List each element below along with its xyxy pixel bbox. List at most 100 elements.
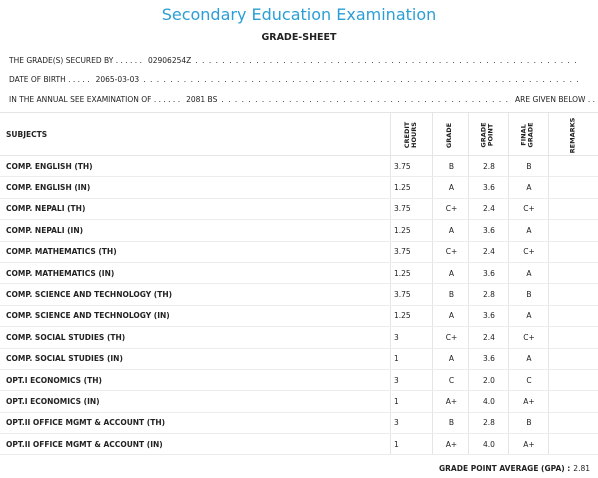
credit-hours-cell: 1.25: [394, 311, 411, 321]
table-row: COMP. SCIENCE AND TECHNOLOGY (TH) 3.75 B 2.…: [0, 284, 598, 306]
grade-point-cell: 4.0: [483, 396, 495, 406]
table-row: COMP. SOCIAL STUDIES (IN) 1 A 3.6 A: [0, 349, 598, 370]
table-row: COMP. ENGLISH (IN) 1.25 A 3.6 A: [0, 177, 598, 199]
col-remarks: REMARKS: [568, 117, 577, 153]
subject-cell: COMP. ENGLISH (IN): [6, 183, 91, 193]
credit-hours-cell: 1.25: [394, 225, 411, 235]
final-grade-cell: A: [526, 268, 532, 278]
grade-cell: A: [448, 311, 455, 321]
grade-point-cell: 3.6: [483, 183, 495, 193]
grade-cell: B: [448, 418, 455, 428]
table-row: COMP. SCIENCE AND TECHNOLOGY (IN) 1.25 A 3.…: [0, 306, 598, 328]
credit-hours-cell: 1.25: [394, 268, 411, 278]
table-row: COMP. NEPALI (IN) 1.25 A 3.6 A: [0, 220, 598, 242]
grade-cell: A: [448, 354, 455, 364]
gpa-label: GRADE POINT AVERAGE (GPA) :: [439, 464, 571, 473]
grade-cell: A+: [445, 439, 458, 449]
grade-point-cell: 2.4: [483, 204, 495, 214]
exam-suffix: ARE GIVEN BELOW . . .: [514, 95, 598, 104]
grade-point-cell: 2.0: [483, 375, 495, 385]
final-grade-cell: A: [526, 311, 532, 321]
table-row: COMP. MATHEMATICS (TH) 3.75 C+ 2.4 C+: [0, 242, 598, 263]
table-row: COMP. NEPALI (TH) 3.75 C+ 2.4 C+: [0, 199, 598, 221]
col-credit-hours: CREDIT HOURS: [403, 121, 418, 149]
subject-cell: OPT.II OFFICE MGMT & ACCOUNT (TH): [6, 418, 166, 428]
table-body: COMP. ENGLISH (TH) 3.75 B 2.8 B COMP. ENGLISH…: [0, 156, 598, 456]
subject-cell: COMP. SCIENCE AND TECHNOLOGY (IN): [6, 311, 170, 321]
gpa-value: 2.81: [573, 464, 590, 473]
table-row: COMP. ENGLISH (TH) 3.75 B 2.8 B: [0, 156, 598, 178]
grade-sheet-heading: GRADE-SHEET: [261, 32, 337, 43]
final-grade-cell: C: [526, 375, 532, 385]
grade-cell: A: [448, 225, 455, 235]
credit-hours-cell: 3: [394, 332, 399, 342]
grade-point-cell: 3.6: [483, 268, 495, 278]
table-row: OPT.I ECONOMICS (IN) 1 A+ 4.0 A+: [0, 391, 598, 413]
symbol-label: THE GRADE(S) SECURED BY . . . . . .: [9, 56, 142, 65]
final-grade-cell: B: [526, 161, 532, 171]
grade-cell: C+: [445, 247, 458, 257]
subject-cell: COMP. SOCIAL STUDIES (TH): [6, 332, 126, 342]
col-subjects: SUBJECTS: [6, 130, 48, 139]
symbol-number-line: THE GRADE(S) SECURED BY . . . . . . 02906…: [9, 56, 578, 65]
final-grade-cell: A: [526, 225, 532, 235]
final-grade-cell: A+: [523, 439, 535, 449]
grade-point-cell: 3.6: [483, 225, 495, 235]
final-grade-cell: C+: [523, 332, 535, 342]
credit-hours-cell: 1.25: [394, 183, 411, 193]
grade-cell: C+: [445, 332, 458, 342]
grade-point-cell: 2.4: [483, 332, 495, 342]
subject-cell: COMP. SCIENCE AND TECHNOLOGY (TH): [6, 290, 173, 300]
dob-label: DATE OF BIRTH . . . . .: [9, 75, 90, 84]
credit-hours-cell: 3: [394, 418, 399, 428]
credit-hours-cell: 1: [394, 439, 399, 449]
subject-cell: COMP. ENGLISH (TH): [6, 161, 93, 171]
credit-hours-cell: 3: [394, 375, 399, 385]
exam-title: Secondary Education Examination: [161, 5, 437, 24]
col-grade: GRADE: [445, 122, 454, 148]
grade-point-cell: 3.6: [483, 354, 495, 364]
subject-cell: COMP. MATHEMATICS (TH): [6, 247, 117, 257]
grade-point-cell: 2.8: [483, 161, 495, 171]
table-header: SUBJECTS CREDIT HOURS GRADE GRADE POINT …: [0, 112, 598, 156]
symbol-value: 02906254Z: [147, 56, 192, 65]
grade-cell: C+: [445, 204, 458, 214]
table-row: OPT.II OFFICE MGMT & ACCOUNT (TH) 3 B 2.8 B: [0, 413, 598, 435]
subject-cell: COMP. MATHEMATICS (IN): [6, 268, 115, 278]
grade-cell: A+: [445, 396, 458, 406]
subject-cell: OPT.I ECONOMICS (TH): [6, 375, 102, 385]
table-row: OPT.I ECONOMICS (TH) 3 C 2.0 C: [0, 370, 598, 392]
grade-point-cell: 2.8: [483, 418, 495, 428]
grade-point-cell: 2.8: [483, 290, 495, 300]
grade-cell: A: [448, 183, 455, 193]
dob-line: DATE OF BIRTH . . . . . 2065-03-03. . . .…: [9, 75, 580, 84]
grade-point-cell: 3.6: [483, 311, 495, 321]
credit-hours-cell: 3.75: [394, 290, 411, 300]
subject-cell: OPT.II OFFICE MGMT & ACCOUNT (IN): [6, 439, 163, 449]
grade-cell: B: [448, 290, 455, 300]
col-grade-point: GRADE POINT: [480, 122, 495, 148]
subject-cell: COMP. NEPALI (TH): [6, 204, 86, 214]
exam-dots: . . . . . . . . . . . . . . . . . . . . …: [221, 95, 509, 104]
credit-hours-cell: 3.75: [394, 247, 411, 257]
grade-table: SUBJECTS CREDIT HOURS GRADE GRADE POINT …: [0, 112, 598, 456]
grade-point-cell: 2.4: [483, 247, 495, 257]
final-grade-cell: B: [526, 290, 532, 300]
symbol-dots: . . . . . . . . . . . . . . . . . . . . …: [195, 56, 578, 65]
exam-value: 2081 BS: [186, 95, 218, 104]
exam-label: IN THE ANNUAL SEE EXAMINATION OF . . . .…: [9, 95, 181, 104]
table-row: COMP. MATHEMATICS (IN) 1.25 A 3.6 A: [0, 263, 598, 285]
dob-value: 2065-03-03: [95, 75, 140, 84]
final-grade-cell: C+: [523, 204, 535, 214]
credit-hours-cell: 1: [394, 354, 399, 364]
grade-cell: C: [448, 375, 455, 385]
final-grade-cell: A+: [523, 396, 535, 406]
subject-cell: COMP. NEPALI (IN): [6, 225, 84, 235]
grade-cell: A: [448, 268, 455, 278]
table-row: OPT.II OFFICE MGMT & ACCOUNT (IN) 1 A+ 4.0 A…: [0, 434, 598, 456]
credit-hours-cell: 3.75: [394, 161, 411, 171]
final-grade-cell: A: [526, 354, 532, 364]
col-final-grade: FINAL GRADE: [520, 122, 535, 148]
final-grade-cell: B: [526, 418, 532, 428]
grade-point-cell: 4.0: [483, 439, 495, 449]
